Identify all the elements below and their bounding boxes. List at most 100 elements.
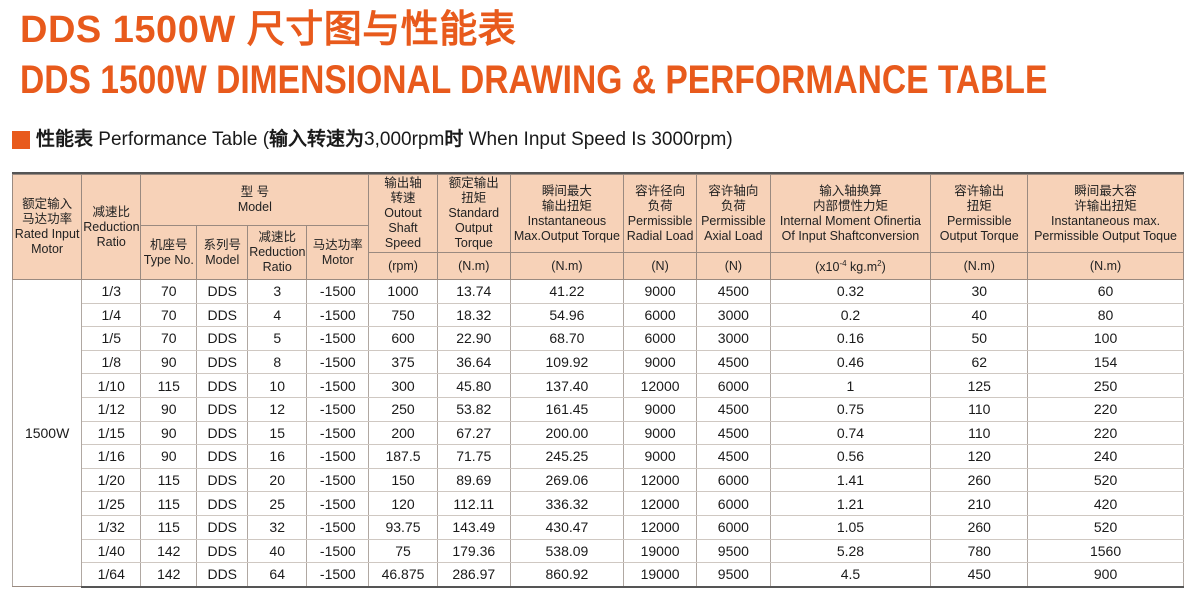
cell-radial-load: 19000 [622,562,698,588]
cell-torque: 13.74 [436,279,511,304]
cell-motor-power: -1500 [306,326,370,351]
header-sub-reduction-ratio: 减速比 Reduction Ratio [247,225,308,280]
cell-ratio: 1/20 [81,468,142,493]
cell-type-no: 70 [140,326,198,351]
cell-series: DDS [196,468,249,493]
cell-speed: 600 [368,326,438,351]
cell-radial-load: 9000 [622,421,698,446]
cell-torque: 286.97 [436,562,511,588]
cell-type-no: 90 [140,444,198,469]
cell-type-no: 142 [140,562,198,588]
cell-series: DDS [196,421,249,446]
cell-motor-power: -1500 [306,373,370,398]
section-cn-label: 性能表 [36,129,94,150]
cell-max-torque: 41.22 [509,279,624,304]
cell-perm-max-torque: 250 [1027,373,1184,398]
cell-radial-load: 12000 [622,491,698,516]
title-english: DDS 1500W DIMENSIONAL DRAWING & PERFORMA… [20,58,1048,102]
cell-inertia: 0.32 [769,279,932,304]
cell-inertia: 0.16 [769,326,932,351]
cell-perm-torque: 210 [930,491,1029,516]
cell-speed: 300 [368,373,438,398]
cell-series: DDS [196,444,249,469]
table-row: 1/8 90 DDS 8 -1500 375 36.64 109.92 9000 4500 0.46… [13,350,1184,375]
cell-max-torque: 269.06 [509,468,624,493]
header-model: 型 号 Model [140,174,370,226]
cell-radial-load: 12000 [622,373,698,398]
section-cn-speed-label: 输入转速为 [269,129,365,150]
cell-reduction: 20 [247,468,308,493]
cell-ratio: 1/10 [81,373,142,398]
cell-motor-power: -1500 [306,539,370,564]
section-heading: 性能表 Performance Table ( 输入转速为 3,000rpm 时… [12,128,733,152]
header-series-model: 系列号 Model [196,225,249,280]
cell-radial-load: 12000 [622,515,698,540]
cell-speed: 1000 [368,279,438,304]
section-en-speed: When Input Speed Is 3000rpm) [463,129,733,150]
cell-radial-load: 9000 [622,350,698,375]
cell-speed: 150 [368,468,438,493]
cell-radial-load: 9000 [622,279,698,304]
cell-max-torque: 109.92 [509,350,624,375]
header-output-torque: 额定输出 扭矩 Standard Output Torque [436,174,511,253]
cell-type-no: 90 [140,350,198,375]
cell-perm-torque: 260 [930,468,1029,493]
cell-motor-power: -1500 [306,421,370,446]
cell-perm-max-torque: 80 [1027,303,1184,328]
cell-inertia: 1 [769,373,932,398]
square-bullet-icon [12,131,30,149]
cell-speed: 187.5 [368,444,438,469]
cell-max-torque: 68.70 [509,326,624,351]
cell-perm-torque: 110 [930,397,1029,422]
cell-radial-load: 6000 [622,326,698,351]
cell-inertia: 1.21 [769,491,932,516]
cell-max-torque: 245.25 [509,444,624,469]
cell-max-torque: 161.45 [509,397,624,422]
cell-reduction: 64 [247,562,308,588]
cell-reduction: 3 [247,279,308,304]
cell-axial-load: 6000 [696,515,771,540]
cell-perm-max-torque: 520 [1027,468,1184,493]
cell-radial-load: 12000 [622,468,698,493]
cell-reduction: 5 [247,326,308,351]
table-row: 1/12 90 DDS 12 -1500 250 53.82 161.45 9000 4500 0.… [13,397,1184,422]
cell-perm-torque: 125 [930,373,1029,398]
cell-torque: 89.69 [436,468,511,493]
header-radial-load: 容许径向 负荷 Permissible Radial Load [622,174,698,253]
cell-axial-load: 6000 [696,373,771,398]
section-speed-value: 3,000rpm [364,129,445,150]
header-rated-motor: 额定输入 马达功率 Rated Input Motor [11,174,83,280]
cell-ratio: 1/5 [81,326,142,351]
cell-perm-torque: 40 [930,303,1029,328]
cell-ratio: 1/12 [81,397,142,422]
header-axial-load: 容许轴向 负荷 Permissible Axial Load [696,174,771,253]
unit-max-torque: (N.m) [509,252,624,280]
cell-motor-power: -1500 [306,515,370,540]
table-row: 1/40 142 DDS 40 -1500 75 179.36 538.09 19000 9500… [13,539,1184,564]
unit-rpm: (rpm) [368,252,438,280]
cell-speed: 46.875 [368,562,438,588]
cell-max-torque: 538.09 [509,539,624,564]
unit-perm-max: (N.m) [1027,252,1184,280]
cell-radial-load: 19000 [622,539,698,564]
cell-ratio: 1/40 [81,539,142,564]
unit-axial: (N) [696,252,771,280]
cell-type-no: 70 [140,303,198,328]
cell-torque: 45.80 [436,373,511,398]
cell-type-no: 142 [140,539,198,564]
cell-torque: 67.27 [436,421,511,446]
cell-perm-torque: 30 [930,279,1029,304]
cell-ratio: 1/4 [81,303,142,328]
cell-inertia: 1.41 [769,468,932,493]
cell-torque: 18.32 [436,303,511,328]
cell-motor-power: -1500 [306,468,370,493]
cell-perm-max-torque: 900 [1027,562,1184,588]
table-row: 1/16 90 DDS 16 -1500 187.5 71.75 245.25 9000 4500… [13,444,1184,469]
cell-max-torque: 54.96 [509,303,624,328]
cell-inertia: 0.56 [769,444,932,469]
cell-reduction: 40 [247,539,308,564]
cell-axial-load: 9500 [696,539,771,564]
cell-max-torque: 430.47 [509,515,624,540]
cell-series: DDS [196,562,249,588]
cell-axial-load: 6000 [696,491,771,516]
